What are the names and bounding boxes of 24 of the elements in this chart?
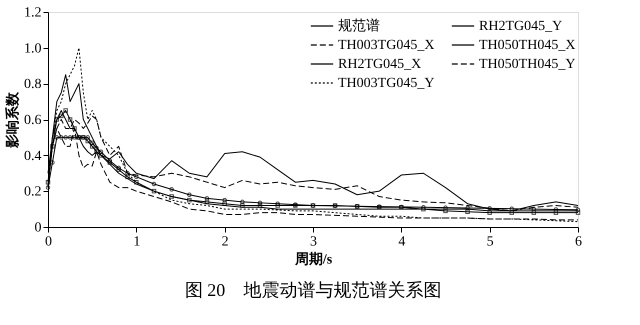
x-tick-label: 1: [133, 234, 140, 250]
x-tick-label: 5: [486, 234, 494, 250]
y-axis-title: 影响系数: [5, 91, 21, 149]
y-tick-label: 0.6: [24, 113, 42, 128]
x-tick-label: 3: [310, 234, 317, 250]
y-tick-label: 0.4: [24, 148, 42, 164]
y-tick-label: 0: [34, 220, 42, 236]
y-tick-label: 0.8: [24, 77, 42, 92]
legend-label: 规范谱: [338, 18, 380, 34]
x-tick-label: 4: [398, 234, 406, 250]
legend-label: RH2TG045_Y: [479, 19, 562, 34]
x-axis-title: 周期/s: [294, 252, 333, 268]
x-tick-label: 6: [575, 234, 582, 250]
legend-label: TH050TH045_Y: [479, 57, 576, 72]
y-tick-label: 1.0: [24, 41, 42, 56]
text: 图 20 地震动谱与规范谱关系图: [184, 280, 442, 300]
legend-label: TH003TG045_X: [338, 38, 434, 53]
x-tick-label: 0: [45, 234, 52, 250]
legend-label: TH050TH045_X: [479, 38, 576, 53]
y-tick-label: 0.2: [24, 184, 42, 200]
legend-label: TH003TG045_Y: [338, 76, 434, 91]
x-tick-label: 2: [222, 234, 229, 250]
legend-label: RH2TG045_X: [338, 57, 422, 72]
y-tick-label: 1.2: [24, 6, 42, 20]
